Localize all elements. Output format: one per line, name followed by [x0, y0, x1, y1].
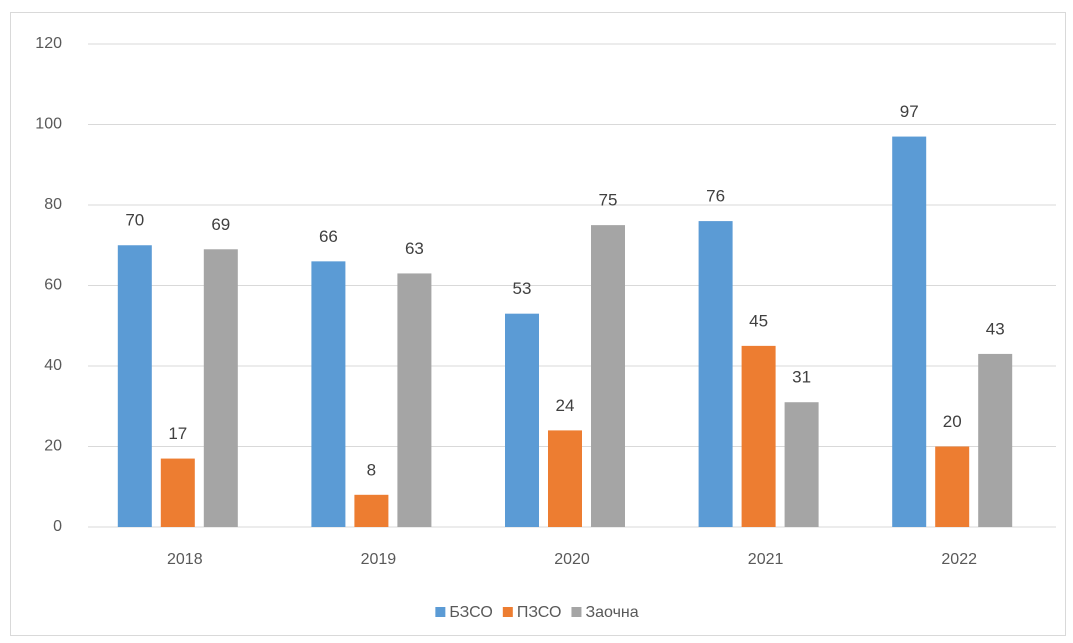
- bar: [978, 353, 1013, 527]
- bar: [505, 313, 539, 527]
- data-label: 70: [125, 211, 144, 230]
- legend-swatch: [502, 607, 513, 617]
- x-tick-label: 2019: [361, 551, 397, 568]
- legend-label: Заочна: [585, 604, 638, 621]
- y-tick-label: 120: [35, 35, 62, 52]
- legend-label: ПЗСО: [517, 604, 562, 621]
- data-label: 31: [792, 368, 811, 387]
- y-tick-label: 20: [44, 438, 62, 455]
- x-tick-label: 2018: [167, 551, 203, 568]
- legend-label: БЗСО: [449, 604, 492, 621]
- y-tick-label: 80: [44, 196, 62, 213]
- data-label: 76: [706, 187, 725, 206]
- data-label: 24: [556, 396, 575, 415]
- data-label: 69: [211, 215, 230, 234]
- bar: [311, 261, 346, 527]
- x-tick-label: 2022: [941, 551, 977, 568]
- y-tick-label: 100: [35, 116, 62, 133]
- bar: [892, 136, 927, 527]
- y-tick-label: 60: [44, 277, 62, 294]
- bar: [160, 458, 195, 527]
- y-tick-label: 0: [53, 518, 62, 535]
- bar: [203, 249, 238, 527]
- data-label: 63: [405, 239, 424, 258]
- bar: [548, 430, 582, 527]
- bar: [397, 273, 432, 527]
- bar: [935, 446, 970, 527]
- y-tick-label: 40: [44, 357, 62, 374]
- legend-swatch: [571, 607, 582, 617]
- bar: [354, 494, 389, 527]
- bar: [591, 225, 625, 527]
- bar: [698, 221, 733, 527]
- data-label: 66: [319, 227, 338, 246]
- x-tick-label: 2021: [748, 551, 784, 568]
- x-tick-label: 2020: [554, 551, 590, 568]
- bar: [784, 402, 819, 527]
- data-label: 43: [986, 319, 1005, 338]
- bar: [117, 245, 152, 527]
- data-label: 8: [367, 460, 376, 479]
- data-label: 97: [900, 102, 919, 121]
- data-label: 20: [943, 412, 962, 431]
- data-label: 53: [513, 279, 532, 298]
- legend-swatch: [435, 607, 446, 617]
- data-label: 45: [749, 311, 768, 330]
- data-label: 17: [168, 424, 187, 443]
- bar: [741, 345, 776, 527]
- data-label: 75: [599, 191, 618, 210]
